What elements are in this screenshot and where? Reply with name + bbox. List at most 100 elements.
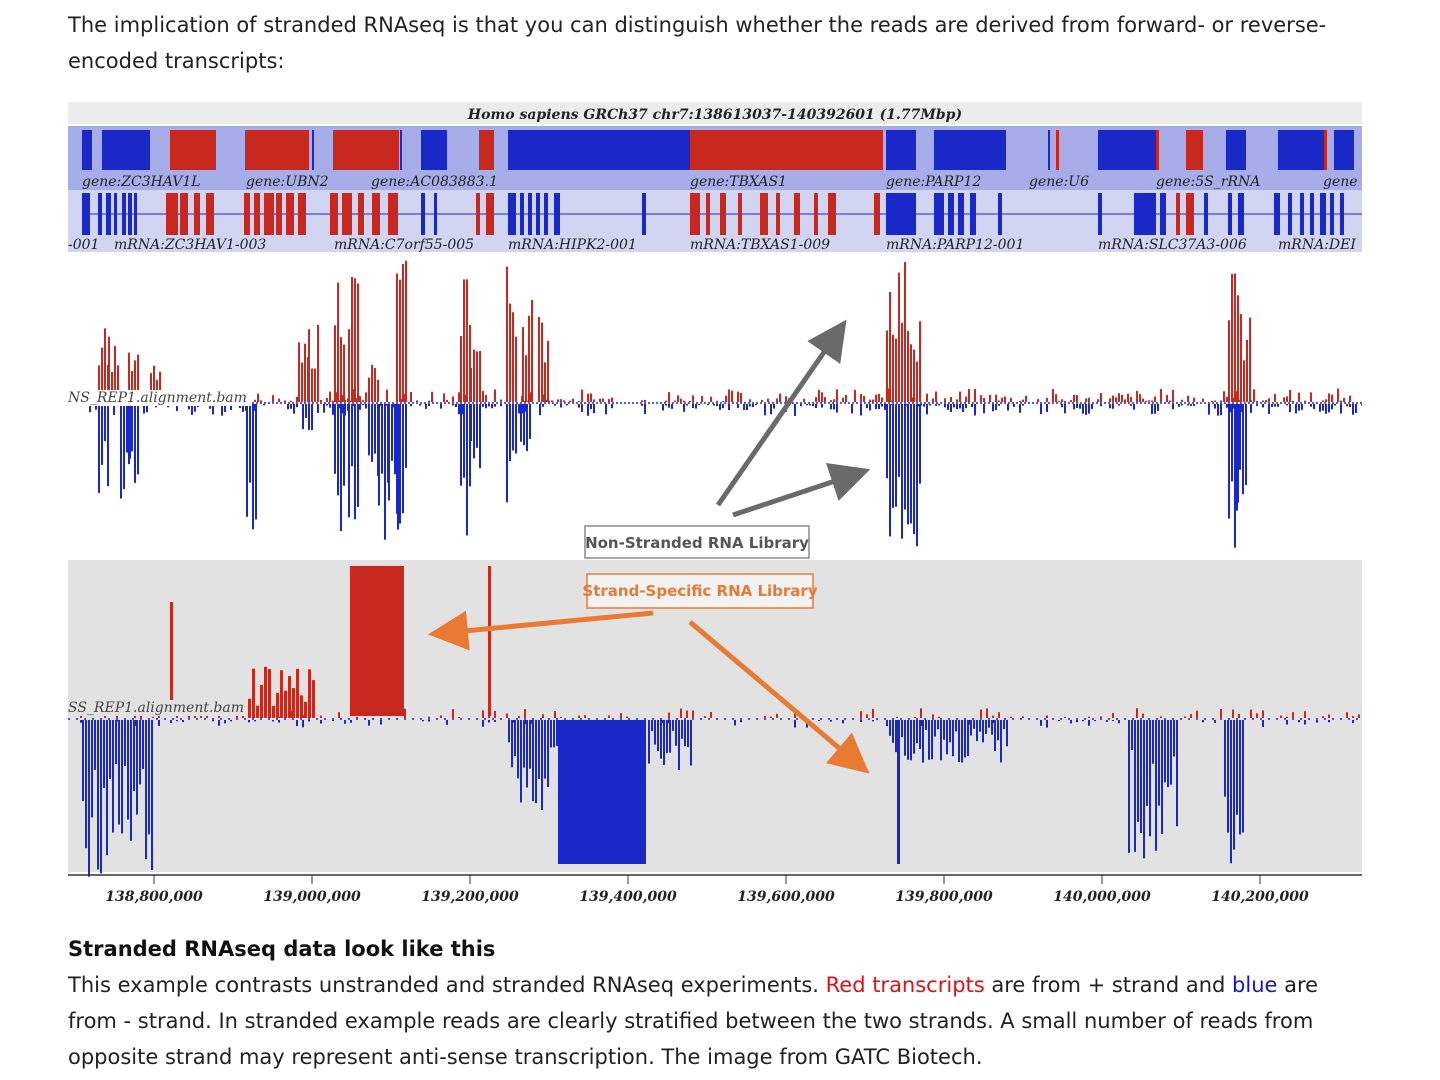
coverage-bar-minus bbox=[500, 404, 502, 407]
coverage-bar-minus bbox=[419, 404, 421, 406]
mrna-exon bbox=[1288, 193, 1292, 235]
stranded-bar-minus bbox=[97, 720, 99, 870]
coverage-peak-minus bbox=[123, 404, 125, 490]
stranded-bar-plus bbox=[1022, 716, 1024, 718]
coverage-bar-plus bbox=[428, 400, 430, 402]
coverage-peak-plus bbox=[314, 368, 316, 402]
coverage-peak-plus bbox=[470, 367, 472, 402]
coverage-peak-minus bbox=[343, 404, 345, 486]
coverage-bar-plus bbox=[1130, 397, 1132, 402]
coverage-peak-minus bbox=[910, 404, 912, 524]
stranded-bar-plus bbox=[284, 690, 287, 718]
mrna-exon bbox=[814, 193, 818, 235]
coverage-bar-plus bbox=[1343, 397, 1345, 402]
mrna-label: mRNA:TBXAS1-009 bbox=[690, 237, 830, 253]
stranded-bar-minus bbox=[678, 720, 680, 770]
mrna-exon bbox=[486, 193, 494, 235]
stranded-bar-plus bbox=[260, 684, 263, 718]
gene-label: gene:UBN2 bbox=[246, 174, 329, 190]
stranded-bar-minus bbox=[1167, 720, 1169, 788]
coverage-peak-plus bbox=[159, 371, 161, 402]
nonstranded-callout-box bbox=[584, 525, 810, 559]
coverage-bar-minus bbox=[950, 404, 952, 412]
stranded-bar-plus bbox=[1352, 716, 1354, 718]
stranded-bar-plus bbox=[140, 716, 142, 718]
coverage-peak-plus bbox=[1249, 317, 1251, 402]
coverage-bar-minus bbox=[578, 404, 580, 408]
coverage-bar-plus bbox=[1100, 393, 1102, 402]
stranded-bar-minus bbox=[1118, 720, 1120, 724]
coverage-peak-plus bbox=[919, 321, 921, 402]
coverage-bar-minus bbox=[1133, 404, 1135, 410]
coverage-bar-minus bbox=[1100, 404, 1102, 407]
stranded-bar-minus bbox=[148, 720, 150, 835]
coverage-bar-minus bbox=[869, 404, 871, 411]
coverage-bar-plus bbox=[1046, 398, 1048, 402]
coverage-bar-plus bbox=[1202, 398, 1204, 402]
stranded-bar-minus bbox=[931, 720, 933, 760]
gene-block bbox=[333, 130, 399, 170]
coverage-bar-plus bbox=[1268, 398, 1270, 402]
coverage-bar-plus bbox=[824, 397, 826, 402]
coverage-bar-minus bbox=[323, 404, 325, 413]
coverage-peak-minus bbox=[1231, 404, 1233, 482]
stranded-bar-minus bbox=[943, 720, 945, 740]
coverage-bar-plus bbox=[881, 397, 883, 402]
coverage-bar-minus bbox=[755, 404, 757, 406]
mrna-exon bbox=[874, 193, 880, 235]
stranded-bar-minus bbox=[952, 720, 954, 757]
coverage-peak-minus bbox=[137, 404, 139, 475]
gene-block bbox=[1226, 130, 1246, 170]
coverage-peak-minus bbox=[1242, 404, 1244, 495]
coverage-bar-minus bbox=[212, 404, 214, 415]
coverage-peak-plus bbox=[405, 260, 407, 402]
gene-label: gene:TBXAS1 bbox=[690, 174, 787, 190]
stranded-bar-plus bbox=[1328, 714, 1330, 718]
coverage-peak-plus bbox=[334, 325, 336, 402]
coverage-bar-plus bbox=[1274, 393, 1276, 402]
coverage-bar-plus bbox=[722, 400, 724, 402]
coverage-bar-minus bbox=[485, 404, 487, 409]
stranded-bar-plus bbox=[518, 716, 520, 718]
coverage-bar-plus bbox=[1253, 389, 1255, 402]
coverage-peak-plus bbox=[351, 277, 353, 402]
coverage-bar-plus bbox=[578, 400, 580, 402]
coverage-bar-minus bbox=[296, 404, 298, 408]
stranded-bar-plus bbox=[998, 712, 1000, 718]
coverage-bar-minus bbox=[1187, 404, 1189, 406]
gene-label: gene:5S_rRNA bbox=[1156, 174, 1260, 190]
coverage-bar-minus bbox=[719, 404, 721, 410]
stranded-bar-minus bbox=[901, 720, 903, 738]
coverage-bar-minus bbox=[668, 404, 670, 408]
gene-label: gene:U6 bbox=[1029, 174, 1089, 190]
coverage-bar-minus bbox=[209, 404, 211, 409]
mrna-exon bbox=[264, 193, 274, 235]
stranded-bar-minus bbox=[666, 720, 668, 753]
coverage-peak-plus bbox=[525, 355, 527, 402]
coverage-peak-minus bbox=[506, 404, 508, 503]
track2-label: SS_REP1.alignment.bam bbox=[68, 700, 244, 716]
stranded-bar-plus bbox=[1088, 716, 1090, 718]
coverage-peak-plus bbox=[396, 273, 398, 402]
coverage-bar-minus bbox=[1079, 404, 1081, 409]
stranded-bar-plus bbox=[1358, 714, 1360, 718]
coverage-peak-plus bbox=[460, 336, 462, 402]
stranded-bar-minus bbox=[687, 720, 689, 748]
stranded-bar-minus bbox=[940, 720, 942, 761]
coverage-bar-plus bbox=[932, 398, 934, 402]
gene-block bbox=[170, 130, 216, 170]
caption-text-1: This example contrasts unstranded and st… bbox=[68, 973, 826, 997]
stranded-bar-plus bbox=[1262, 710, 1264, 718]
stranded-bar-plus bbox=[686, 710, 688, 718]
axis-tick-label: 139,000,000 bbox=[263, 889, 361, 905]
stranded-bar-minus bbox=[734, 720, 736, 726]
coverage-bar-plus bbox=[854, 389, 856, 402]
coverage-peak-plus bbox=[98, 365, 100, 402]
stranded-bar-minus bbox=[145, 720, 147, 860]
coverage-bar-minus bbox=[566, 404, 568, 406]
coverage-bar-minus bbox=[923, 404, 925, 407]
coverage-bar-minus bbox=[1061, 404, 1063, 408]
coverage-bar-plus bbox=[689, 400, 691, 402]
coverage-bar-plus bbox=[836, 389, 838, 402]
coverage-bar-minus bbox=[1256, 404, 1258, 406]
